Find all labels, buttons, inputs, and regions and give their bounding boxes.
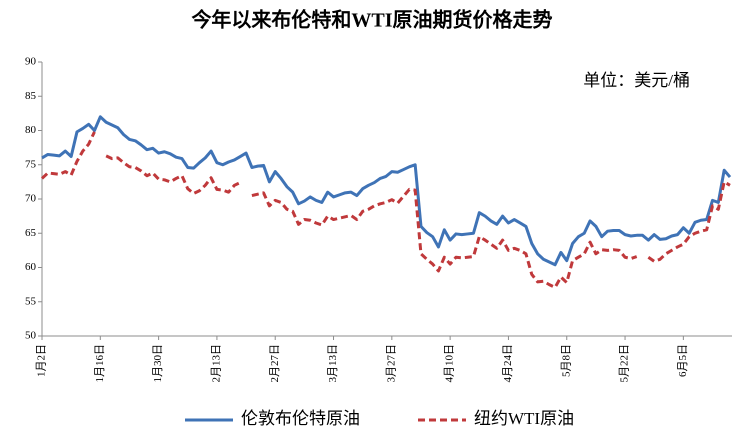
chart-title: 今年以来布伦特和WTI原油期货价格走势 [191, 8, 552, 32]
y-tick-label: 65 [25, 227, 37, 239]
y-tick-label: 55 [25, 295, 37, 307]
y-tick-label: 70 [25, 193, 37, 205]
x-tick-label: 3月13日 [327, 344, 339, 383]
x-tick-label: 2月27日 [269, 344, 281, 383]
legend-label: 伦敦布伦特原油 [241, 409, 360, 428]
series-line [40, 131, 731, 289]
series-line [41, 115, 732, 267]
x-tick-label: 4月10日 [444, 344, 456, 383]
y-tick-label: 50 [25, 330, 37, 342]
y-tick-label: 80 [25, 124, 37, 136]
y-tick-label: 60 [25, 261, 37, 273]
y-tick-label: 90 [25, 56, 37, 68]
x-tick-label: 3月27日 [385, 344, 397, 383]
x-tick-label: 1月30日 [152, 344, 164, 383]
x-tick-label: 5月8日 [560, 344, 572, 377]
x-tick-label: 6月5日 [677, 344, 689, 377]
x-tick-label: 1月2日 [36, 344, 48, 377]
x-tick-label: 4月24日 [502, 344, 514, 383]
x-tick-label: 5月22日 [619, 344, 631, 383]
x-tick-label: 1月16日 [94, 344, 106, 383]
legend-label: 纽约WTI原油 [474, 409, 574, 428]
y-tick-label: 85 [25, 90, 37, 102]
unit-annotation: 单位：美元/桶 [583, 71, 690, 90]
x-tick-label: 2月13日 [210, 344, 222, 383]
y-tick-label: 75 [25, 158, 37, 170]
